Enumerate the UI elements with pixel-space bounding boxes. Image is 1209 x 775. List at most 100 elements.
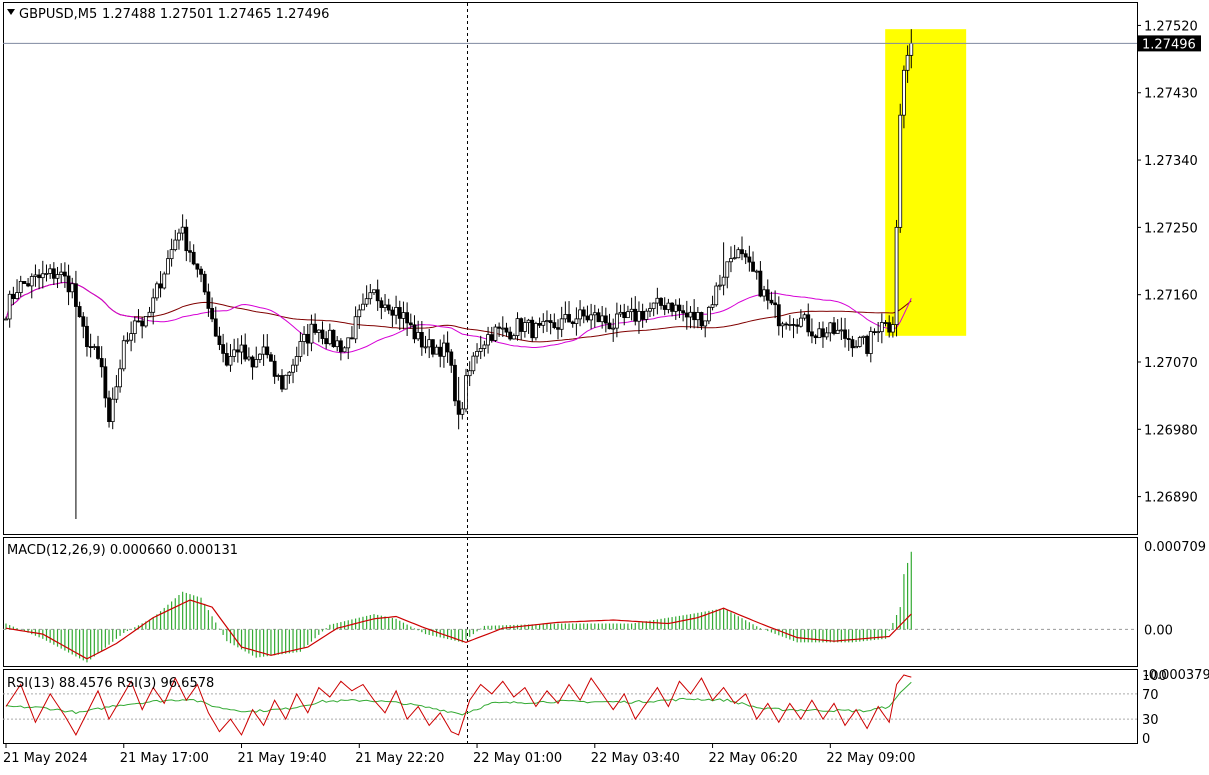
candle-body <box>206 291 211 309</box>
candle <box>177 228 181 250</box>
candle-body <box>732 257 737 260</box>
candle-body <box>813 335 818 339</box>
candle <box>603 307 608 333</box>
candle <box>386 298 391 315</box>
candle <box>74 270 78 520</box>
candle-body <box>614 313 619 329</box>
rsi-axis-label: 0 <box>1142 732 1150 747</box>
time-axis-label: 22 May 03:40 <box>591 751 680 766</box>
candle-body <box>622 311 627 319</box>
candle-body <box>762 289 766 297</box>
candle <box>110 387 115 430</box>
axis-layer: 1.27520 1.27430 1.27340 1.27250 1.27160 1.270… <box>3 19 1209 766</box>
candle <box>471 352 476 375</box>
candle-body <box>626 311 630 319</box>
candle-body <box>795 324 800 327</box>
candle-body <box>673 304 678 312</box>
candle-body <box>618 311 623 315</box>
macd-axis-label: 0.000709 <box>1144 540 1206 555</box>
candle <box>618 304 623 317</box>
candle <box>846 329 851 351</box>
main-panel-frame <box>3 2 1138 535</box>
candle <box>294 346 299 373</box>
candle-body <box>15 292 19 300</box>
ohlc-values: 1.27488 1.27501 1.27465 1.27496 <box>102 7 329 22</box>
candle-body <box>394 307 398 316</box>
candle-body <box>320 329 325 339</box>
candle-body <box>92 346 97 348</box>
candle-body <box>408 322 413 326</box>
candle-body <box>659 297 663 306</box>
candle <box>662 297 667 316</box>
candle-body <box>879 322 884 333</box>
candle-body <box>596 312 601 323</box>
candle <box>787 315 792 331</box>
candle-body <box>107 397 111 422</box>
candle <box>629 297 634 321</box>
candle <box>500 316 505 337</box>
candle-body <box>655 297 660 304</box>
time-axis-label: 21 May 19:40 <box>238 751 327 766</box>
candle <box>894 219 899 337</box>
candle-body <box>747 256 752 263</box>
symbol-timeframe-label[interactable]: GBPUSD,M5 <box>19 7 97 22</box>
candle-body <box>570 321 575 324</box>
candle <box>706 305 711 325</box>
candle-body <box>817 328 822 339</box>
macd-axis-label: 0.00 <box>1144 623 1173 638</box>
candle <box>537 317 542 329</box>
candle <box>66 264 71 306</box>
candle-body <box>361 303 365 311</box>
candle-body <box>324 338 329 345</box>
candle-body <box>534 323 538 339</box>
candle-body <box>438 346 443 357</box>
candle-body <box>114 386 119 400</box>
candle <box>305 323 310 357</box>
candle <box>147 306 152 317</box>
candle-body <box>798 317 803 327</box>
candle <box>453 359 457 407</box>
candle-body <box>55 274 60 279</box>
candle-body <box>773 302 778 306</box>
candle <box>467 361 472 387</box>
candle <box>556 319 560 340</box>
candle-body <box>857 337 862 347</box>
candle-body <box>861 335 866 338</box>
candle <box>11 286 16 306</box>
macd-panel-frame <box>3 537 1138 667</box>
candle <box>865 334 870 357</box>
candle <box>180 214 185 241</box>
candle <box>813 334 818 345</box>
candle <box>743 250 748 265</box>
candle-body <box>51 268 56 279</box>
candle <box>445 331 450 363</box>
candle-body <box>313 323 318 333</box>
candle-body <box>173 239 178 251</box>
rsi-panel-frame <box>3 669 1138 744</box>
candle-body <box>769 299 774 304</box>
candle <box>438 339 443 368</box>
candle-body <box>210 308 214 320</box>
candle <box>239 335 244 365</box>
candle-body <box>740 249 744 255</box>
candle <box>210 297 214 323</box>
candle <box>379 297 384 320</box>
candle <box>129 321 134 352</box>
candle <box>456 376 461 430</box>
candle <box>798 309 803 328</box>
candle <box>677 298 682 319</box>
candle <box>460 401 465 420</box>
candle <box>199 266 203 283</box>
candle <box>552 313 557 330</box>
candle-body <box>442 342 446 357</box>
candle <box>158 271 163 298</box>
candle-body <box>224 353 229 366</box>
candle-body <box>77 306 82 318</box>
symbol-dropdown-icon[interactable] <box>7 9 15 15</box>
candle <box>475 343 479 364</box>
candle <box>107 390 111 428</box>
candle <box>835 319 840 334</box>
candle-body <box>59 271 64 275</box>
candle <box>221 333 226 363</box>
